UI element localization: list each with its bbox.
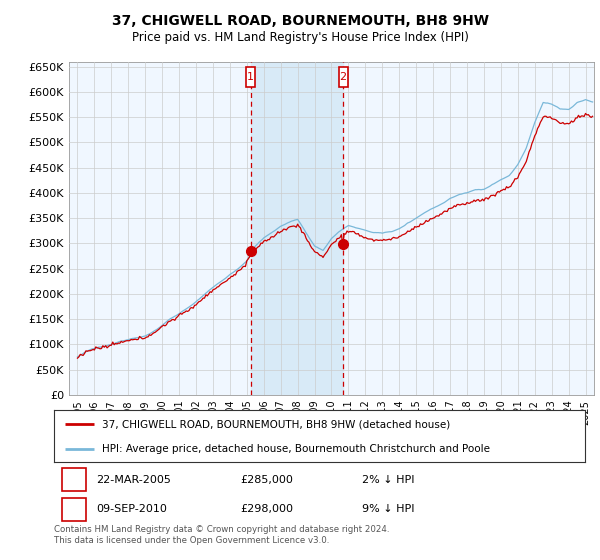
Text: Contains HM Land Registry data © Crown copyright and database right 2024.
This d: Contains HM Land Registry data © Crown c… (54, 525, 389, 545)
Text: 2: 2 (70, 505, 77, 514)
Text: 37, CHIGWELL ROAD, BOURNEMOUTH, BH8 9HW (detached house): 37, CHIGWELL ROAD, BOURNEMOUTH, BH8 9HW … (102, 419, 450, 430)
FancyBboxPatch shape (246, 67, 256, 87)
Text: 9% ↓ HPI: 9% ↓ HPI (362, 505, 415, 514)
Text: HPI: Average price, detached house, Bournemouth Christchurch and Poole: HPI: Average price, detached house, Bour… (102, 444, 490, 454)
Text: 2% ↓ HPI: 2% ↓ HPI (362, 475, 415, 484)
Text: £285,000: £285,000 (240, 475, 293, 484)
Text: £298,000: £298,000 (240, 505, 293, 514)
Text: Price paid vs. HM Land Registry's House Price Index (HPI): Price paid vs. HM Land Registry's House … (131, 31, 469, 44)
Text: 22-MAR-2005: 22-MAR-2005 (97, 475, 172, 484)
FancyBboxPatch shape (338, 67, 348, 87)
Bar (251, 62, 343, 395)
Text: 1: 1 (70, 475, 77, 484)
Text: 37, CHIGWELL ROAD, BOURNEMOUTH, BH8 9HW: 37, CHIGWELL ROAD, BOURNEMOUTH, BH8 9HW (112, 14, 488, 28)
Text: 09-SEP-2010: 09-SEP-2010 (97, 505, 167, 514)
Text: 1: 1 (247, 72, 254, 82)
FancyBboxPatch shape (62, 498, 86, 521)
Text: 2: 2 (340, 72, 347, 82)
FancyBboxPatch shape (62, 468, 86, 491)
